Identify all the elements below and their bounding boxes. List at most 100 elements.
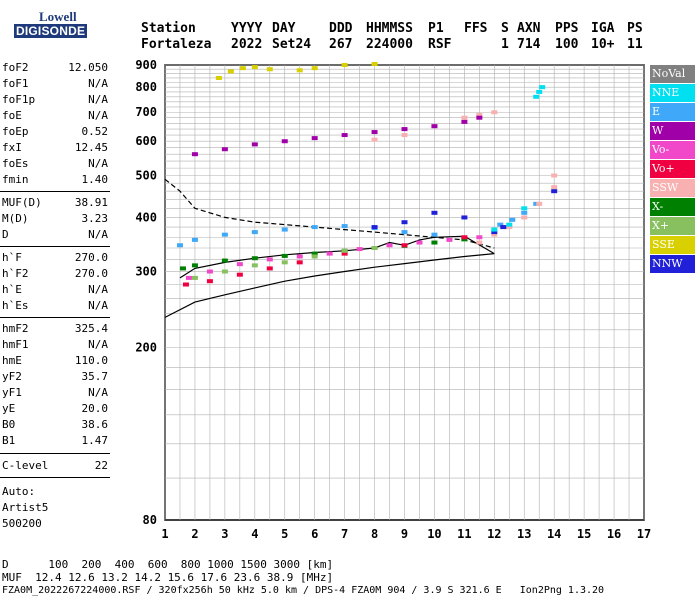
param-row: foE N/A — [2, 108, 108, 124]
echo-point-NNE — [536, 89, 543, 94]
legend-item: SSE — [650, 236, 695, 254]
header-label: Station — [141, 21, 196, 36]
echo-point-W — [311, 136, 318, 141]
echo-point-E — [509, 217, 516, 222]
param-value: 325.4 — [74, 322, 108, 335]
legend-item: NNW — [650, 255, 695, 273]
header-value: RSF — [428, 37, 452, 52]
param-value: N/A — [88, 283, 108, 296]
param-value: N/A — [88, 109, 108, 122]
echo-point-W — [221, 147, 228, 152]
echo-point-SSW — [371, 137, 378, 142]
param-key: h`Es — [2, 299, 29, 312]
header-label: PPS — [555, 21, 579, 36]
param-row: foF1 N/A — [2, 76, 108, 92]
echo-point-SSW — [551, 173, 558, 178]
param-row: foF2 12.050 — [2, 60, 108, 76]
y-tick-label: 600 — [135, 134, 157, 148]
header-value: 10+ — [591, 37, 615, 52]
y-tick-label: 700 — [135, 105, 157, 119]
param-value: N/A — [88, 299, 108, 312]
param-value: 20.0 — [81, 402, 109, 415]
legend-item: Vo- — [650, 141, 695, 159]
legend-item: NoVal — [650, 65, 695, 83]
x-tick-label: 6 — [311, 527, 318, 541]
echo-point-X+ — [221, 269, 228, 274]
echo-point-NNW — [500, 225, 507, 230]
echo-point-Vo- — [266, 257, 273, 262]
x-tick-label: 8 — [371, 527, 378, 541]
param-row: fxI 12.45 — [2, 140, 108, 156]
y-tick-label: 900 — [135, 58, 157, 72]
param-row: yF2 35.7 — [2, 369, 108, 385]
param-value: 12.45 — [74, 141, 108, 154]
param-row: M(D) 3.23 — [2, 211, 108, 227]
echo-point-NNE — [521, 206, 528, 211]
echo-point-Vo- — [236, 262, 243, 267]
param-key: yE — [2, 402, 16, 415]
echo-point-NNW — [401, 220, 408, 225]
echo-point-E — [221, 232, 228, 237]
echo-point-Vo- — [446, 237, 453, 242]
param-value: 270.0 — [74, 267, 108, 280]
param-value: 0.52 — [81, 125, 109, 138]
param-value: N/A — [88, 338, 108, 351]
header-label: PS — [627, 21, 643, 36]
echo-point-SSW — [476, 240, 483, 245]
param-value: 22 — [94, 459, 108, 472]
x-tick-label: 17 — [637, 527, 651, 541]
param-row: hmF2 325.4 — [2, 321, 108, 337]
param-key: B1 — [2, 434, 16, 447]
param-key: hmF1 — [2, 338, 29, 351]
echo-point-Vo+ — [236, 272, 243, 277]
legend-item: X- — [650, 198, 695, 216]
header-value: 11 — [627, 37, 643, 52]
x-tick-label: 13 — [517, 527, 531, 541]
param-key: M(D) — [2, 212, 29, 225]
echo-point-X- — [461, 237, 468, 242]
separator — [0, 246, 110, 247]
echo-point-X+ — [371, 245, 378, 250]
param-row: hmE 110.0 — [2, 353, 108, 369]
chart-ticks: 1 2 3 4 5 6 7 8 9 10 11 12 13 14 15 16 17802003004005006… — [135, 58, 651, 541]
header-label: IGA — [591, 21, 615, 36]
echo-point-NNW — [431, 210, 438, 215]
echo-point-NNE — [539, 85, 546, 90]
separator — [0, 191, 110, 192]
legend-item: E — [650, 103, 695, 121]
echo-point-X- — [221, 258, 228, 263]
echo-point-X- — [311, 251, 318, 256]
echo-point-NNE — [506, 222, 513, 227]
y-tick-label: 500 — [135, 168, 157, 182]
param-key: D — [2, 228, 9, 241]
param-key: yF1 — [2, 386, 22, 399]
y-tick-label: 300 — [135, 265, 157, 279]
echo-point-W — [401, 127, 408, 132]
echo-point-Vo- — [476, 235, 483, 240]
param-row: foEp 0.52 — [2, 124, 108, 140]
param-row: MUF(D) 38.91 — [2, 195, 108, 211]
header-value: 267 — [329, 37, 353, 52]
param-row: foF1p N/A — [2, 92, 108, 108]
echo-point-NNE — [533, 94, 540, 99]
echo-point-E — [176, 243, 183, 248]
x-tick-label: 16 — [607, 527, 621, 541]
separator — [0, 317, 110, 318]
legend-item: Vo+ — [650, 160, 695, 178]
y-tick-label: 80 — [143, 513, 157, 527]
auto-text: Auto: — [2, 485, 36, 498]
param-key: h`F2 — [2, 267, 29, 280]
echo-point-SSE — [371, 61, 378, 66]
param-row: h`F 270.0 — [2, 250, 108, 266]
param-value: 38.6 — [81, 418, 109, 431]
header-label: S — [501, 21, 509, 36]
echo-point-Vo- — [185, 275, 192, 280]
y-tick-label: 400 — [135, 210, 157, 224]
echo-point-E — [251, 230, 258, 235]
param-key: foF2 — [2, 61, 29, 74]
echo-point-Vo+ — [401, 243, 408, 248]
echo-point-E — [341, 224, 348, 229]
header-label: HHMMSS — [366, 21, 413, 36]
auto-method: Artist5 — [2, 500, 108, 516]
param-key: foEp — [2, 125, 29, 138]
